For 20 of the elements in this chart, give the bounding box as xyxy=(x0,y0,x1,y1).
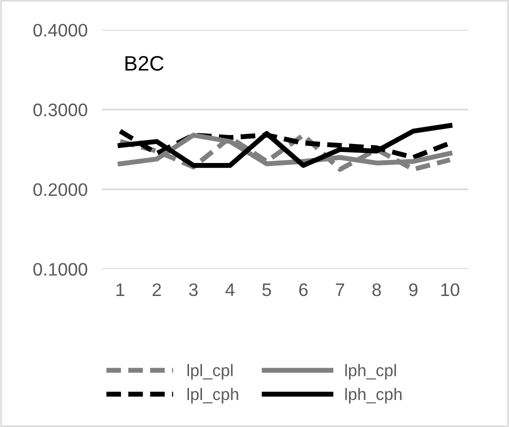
legend-label: lph_cpl xyxy=(345,364,396,380)
x-tick-label: 7 xyxy=(336,284,344,296)
x-tick-label: 8 xyxy=(372,283,381,296)
legend-label: lpl_cph xyxy=(188,388,238,404)
line-series xyxy=(118,123,452,168)
x-tick-label: 6 xyxy=(299,283,308,296)
y-tick-label: 0.2000 xyxy=(33,183,88,196)
y-tick-label: 0.4000 xyxy=(33,24,88,37)
x-tick-label: 2 xyxy=(152,283,161,296)
y-tick-label: 0.3000 xyxy=(33,104,88,116)
text: B2C xyxy=(126,56,164,71)
x-tick-label: 5 xyxy=(262,284,271,296)
legend-label: lph_cph xyxy=(345,388,402,404)
legend-label: lpl_cpl xyxy=(188,364,233,380)
x-tick-label: 4 xyxy=(225,284,235,296)
x-tick-label: 3 xyxy=(189,283,198,296)
y-tick-label: 0.1000 xyxy=(33,262,88,276)
x-tick-label: 10 xyxy=(441,283,460,296)
x-tick-label: 1 xyxy=(116,284,124,296)
x-tick-label: 9 xyxy=(409,283,418,296)
